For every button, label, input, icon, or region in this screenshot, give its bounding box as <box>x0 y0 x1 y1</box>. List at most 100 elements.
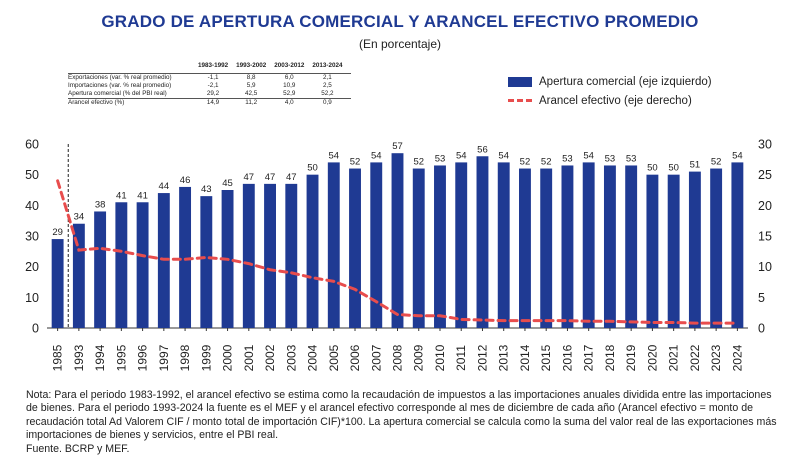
bar-data-label: 53 <box>562 153 573 164</box>
x-tick-label: 2005 <box>327 344 341 371</box>
summary-row-label: Arancel efectivo (%) <box>68 98 198 107</box>
bar-apertura <box>242 183 255 328</box>
summary-col-header: 1993-2002 <box>236 62 275 74</box>
bar-data-label: 52 <box>350 157 361 168</box>
y-left-tick-label: 30 <box>25 230 39 244</box>
bar-apertura <box>306 174 319 328</box>
summary-cell: 52,9 <box>283 90 296 97</box>
summary-cell: 52,2 <box>321 90 334 97</box>
summary-cell: 8,8 <box>246 74 256 81</box>
bar-apertura <box>497 162 510 328</box>
bar-apertura <box>603 165 616 328</box>
y-right-tick-label: 25 <box>758 168 772 182</box>
bar-apertura <box>115 202 128 328</box>
bar-apertura <box>285 183 298 328</box>
bar-apertura <box>688 171 701 328</box>
y-left-tick-label: 20 <box>25 260 39 274</box>
bar-data-label: 53 <box>435 153 446 164</box>
summary-cell: 2,5 <box>323 82 332 89</box>
summary-cell: 4,0 <box>274 98 313 107</box>
summary-cell: 5,9 <box>246 82 256 89</box>
x-tick-label: 2011 <box>454 345 468 371</box>
x-tick-label: 1985 <box>51 344 65 371</box>
x-tick-label: 2000 <box>221 344 235 371</box>
summary-row: Importaciones (var. % real promedio) -2,… <box>68 82 351 90</box>
x-tick-label: 2024 <box>730 344 744 371</box>
x-tick-label: 2001 <box>242 344 256 371</box>
summary-cell: -2,1 <box>207 82 219 89</box>
x-tick-label: 2018 <box>603 344 617 371</box>
line-arancel <box>56 179 739 325</box>
y-right-tick-label: 5 <box>758 291 765 305</box>
summary-cell: -1,1 <box>207 74 219 81</box>
bar-apertura <box>349 168 361 328</box>
y-right-tick-label: 10 <box>758 260 772 274</box>
summary-table: 1983-1992 1993-2002 2003-2012 2013-2024 … <box>68 62 351 107</box>
summary-col-header: 2013-2024 <box>312 62 351 74</box>
x-tick-label: 2003 <box>284 344 298 371</box>
x-tick-label: 2004 <box>306 344 320 371</box>
x-tick-label: 1995 <box>114 344 128 371</box>
bar-data-label: 54 <box>371 150 382 161</box>
summary-cell: 11,2 <box>236 98 275 107</box>
summary-cell: 2,1 <box>323 74 332 81</box>
bar-data-label: 54 <box>583 150 594 161</box>
bar-data-label: 53 <box>605 153 616 164</box>
bar-data-label: 41 <box>137 190 148 201</box>
summary-table-corner <box>68 62 198 74</box>
bar-data-label: 52 <box>520 157 531 168</box>
bar-apertura <box>200 196 213 328</box>
bar-apertura <box>519 168 531 328</box>
bar-apertura <box>667 174 680 328</box>
summary-row: Exportaciones (var. % real promedio) -1,… <box>68 74 351 83</box>
x-tick-label: 2013 <box>497 344 511 371</box>
summary-col-header: 2003-2012 <box>274 62 313 74</box>
summary-cell: 10,9 <box>283 82 296 89</box>
x-tick-label: 2023 <box>709 344 723 371</box>
x-tick-label: 2016 <box>560 344 574 371</box>
bar-apertura <box>434 165 446 328</box>
bar-data-label: 54 <box>328 150 339 161</box>
y-left-tick-label: 60 <box>25 138 39 152</box>
bar-data-label: 52 <box>711 157 722 168</box>
chart-subtitle: (En porcentaje) <box>358 37 442 51</box>
summary-row-label: Exportaciones (var. % real promedio) <box>68 74 172 81</box>
bar-apertura <box>561 165 574 328</box>
x-tick-label: 1993 <box>72 344 86 371</box>
legend-item-apertura: Apertura comercial (eje izquierdo) <box>508 72 712 91</box>
bar-data-label: 54 <box>456 150 467 161</box>
footnote: Nota: Para el periodo 1983-1992, el aran… <box>26 389 777 441</box>
bar-data-label: 47 <box>286 172 297 183</box>
legend-label: Apertura comercial (eje izquierdo) <box>539 75 712 88</box>
summary-cell: 6,0 <box>284 74 294 81</box>
x-tick-label: 2007 <box>369 344 383 371</box>
bar-data-label: 44 <box>159 181 170 192</box>
bar-apertura <box>51 239 64 328</box>
x-tick-label: 1998 <box>178 344 192 371</box>
bar-apertura <box>94 211 107 328</box>
source-note: Fuente. BCRP y MEF. <box>26 443 130 455</box>
bar-data-label: 54 <box>498 150 509 161</box>
bar-apertura <box>455 162 468 328</box>
y-left-tick-label: 10 <box>25 291 39 305</box>
x-tick-label: 2017 <box>582 344 596 371</box>
bar-data-label: 47 <box>244 172 255 183</box>
x-tick-label: 2008 <box>391 344 405 371</box>
x-tick-label: 2022 <box>688 344 702 371</box>
bar-apertura <box>179 186 192 328</box>
bar-data-label: 50 <box>647 163 658 174</box>
bar-data-label: 53 <box>626 153 637 164</box>
x-tick-label: 2015 <box>539 344 553 371</box>
bar-apertura <box>625 165 638 328</box>
x-tick-label: 2002 <box>263 344 277 371</box>
bar-data-label: 54 <box>732 150 743 161</box>
bar-apertura <box>391 153 404 328</box>
summary-cell: 29,2 <box>206 90 220 97</box>
bar-apertura <box>327 162 340 328</box>
bar-data-label: 50 <box>668 163 679 174</box>
summary-row: Arancel efectivo (%) 14,9 11,2 4,0 0,9 <box>68 98 351 107</box>
x-tick-label: 2009 <box>412 344 426 371</box>
y-right-tick-label: 30 <box>758 138 772 152</box>
combo-chart: 0 10 20 30 40 50 60 0 5 10 15 20 25 30 29 1985 34 1993 38 1… <box>25 138 772 372</box>
x-tick-label: 1996 <box>136 344 150 371</box>
